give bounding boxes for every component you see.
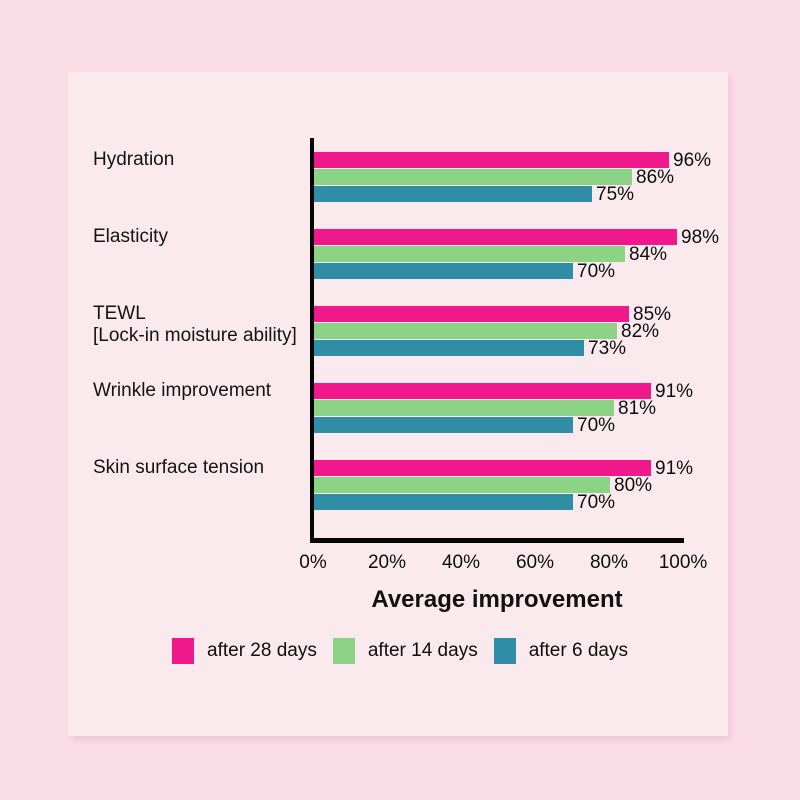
value-label: 82% xyxy=(621,321,660,342)
x-axis-title: Average improvement xyxy=(371,586,623,613)
value-label: 70% xyxy=(577,492,616,513)
legend-swatch-icon xyxy=(332,638,355,664)
legend-swatch-icon xyxy=(493,638,516,664)
legend-item: after 6 days xyxy=(493,638,628,664)
value-label: 70% xyxy=(577,261,616,282)
value-label: 91% xyxy=(655,381,694,402)
bar-after-6-days xyxy=(314,417,573,433)
x-tick-label: 20% xyxy=(367,552,407,573)
value-label: 70% xyxy=(577,415,616,436)
legend-label: after 28 days xyxy=(207,640,317,661)
value-label: 91% xyxy=(655,458,694,479)
bar-after-6-days xyxy=(314,263,573,279)
legend-swatch-icon xyxy=(172,638,194,664)
x-tick-label: 40% xyxy=(441,552,481,573)
legend-item: after 28 days xyxy=(172,638,317,664)
value-label: 96% xyxy=(673,150,712,171)
value-label: 73% xyxy=(588,338,627,359)
category-label: Skin surface tension xyxy=(93,457,265,478)
category-label: Hydration xyxy=(93,149,175,170)
x-axis-line xyxy=(310,538,684,543)
value-label: 85% xyxy=(633,304,672,325)
legend-label: after 6 days xyxy=(528,640,628,661)
category-label: Elasticity xyxy=(93,226,168,247)
x-tick-label: 80% xyxy=(589,552,629,573)
bar-after-6-days xyxy=(314,340,584,356)
bar-after-14-days xyxy=(314,323,617,339)
chart-panel: Hydration 96% 86% 75% Elasticity 98% 84% 70% TEW… xyxy=(68,72,728,736)
value-label: 98% xyxy=(681,227,720,248)
value-label: 86% xyxy=(636,167,675,188)
bar-after-14-days xyxy=(314,477,610,493)
bar-after-6-days xyxy=(314,494,573,510)
value-label: 81% xyxy=(618,398,657,419)
value-label: 75% xyxy=(596,184,635,205)
category-label: Wrinkle improvement xyxy=(93,380,272,401)
legend-item: after 14 days xyxy=(332,638,478,664)
x-tick-label: 60% xyxy=(515,552,555,573)
bar-after-14-days xyxy=(314,169,632,185)
bar-after-14-days xyxy=(314,400,614,416)
bar-after-28-days xyxy=(314,306,629,322)
bar-after-28-days xyxy=(314,460,651,476)
legend-label: after 14 days xyxy=(367,640,478,661)
value-label: 80% xyxy=(614,475,653,496)
bar-after-28-days xyxy=(314,383,651,399)
category-label: TEWL [Lock-in moisture ability] xyxy=(93,303,297,346)
legend: after 28 days after 14 days after 6 days xyxy=(172,638,628,664)
bar-after-28-days xyxy=(314,152,669,168)
value-label: 84% xyxy=(629,244,668,265)
x-tick-label: 0% xyxy=(299,552,327,573)
y-axis-line xyxy=(310,138,314,543)
bar-after-28-days xyxy=(314,229,677,245)
x-tick-label: 100% xyxy=(658,552,708,573)
bar-after-14-days xyxy=(314,246,625,262)
bar-after-6-days xyxy=(314,186,592,202)
